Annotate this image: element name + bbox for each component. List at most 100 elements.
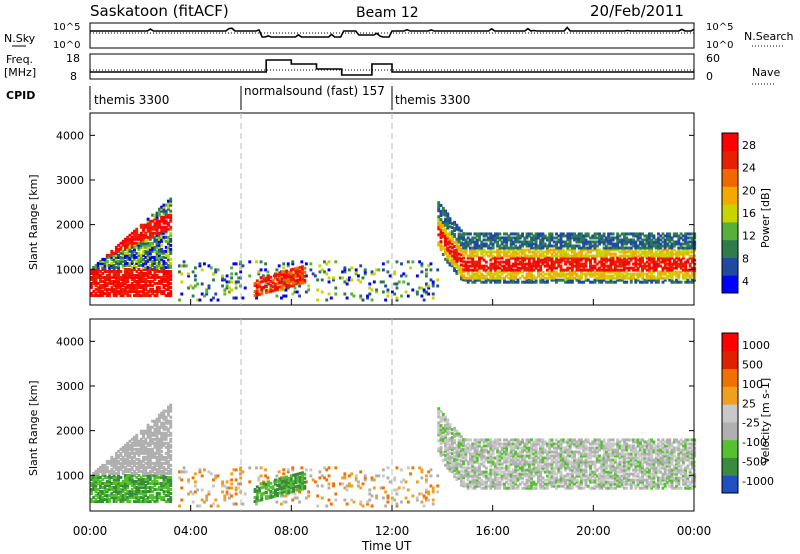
velocity-cell (146, 451, 150, 455)
velocity-cell (489, 486, 493, 490)
power-cell (586, 246, 590, 250)
power-cell (496, 266, 500, 270)
velocity-cell (541, 486, 545, 490)
velocity-cell (516, 438, 520, 442)
power-cell (133, 284, 136, 288)
power-cell (645, 272, 649, 276)
velocity-cell (126, 496, 130, 500)
power-cell (164, 284, 168, 288)
power-cell (573, 252, 577, 256)
power-cell (257, 272, 261, 276)
velocity-cell (518, 466, 522, 470)
power-cell (632, 250, 635, 254)
power-cell (561, 240, 565, 244)
power-cell (559, 258, 563, 262)
power-cell (110, 249, 114, 253)
velocity-cell (532, 442, 536, 446)
power-cell (498, 246, 502, 250)
power-cell (623, 266, 626, 270)
velocity-cell (114, 498, 118, 502)
power-cell (167, 277, 170, 281)
velocity-cell (493, 486, 497, 490)
power-cell (645, 268, 649, 272)
power-cell (654, 238, 658, 242)
power-cell (512, 270, 515, 274)
power-cell (287, 279, 291, 282)
velocity-cell (130, 490, 134, 494)
power-cell (579, 274, 583, 278)
power-cell (114, 284, 118, 288)
velocity-cell (505, 442, 509, 446)
power-cell (292, 279, 295, 283)
power-cell (148, 251, 152, 255)
velocity-cell (119, 463, 123, 467)
power-cell (121, 284, 125, 288)
power-cell (444, 251, 447, 255)
velocity-cell (530, 468, 534, 472)
velocity-cell (518, 482, 522, 486)
power-cell (157, 247, 161, 251)
power-cell (518, 254, 522, 258)
power-cell (634, 264, 638, 268)
velocity-cell (139, 443, 143, 447)
power-cell (144, 284, 148, 288)
velocity-cell (169, 467, 173, 471)
noise-right-tick-top: 10^5 (706, 22, 733, 33)
power-cell (634, 258, 638, 262)
power-cell (584, 246, 588, 250)
velocity-cell (169, 403, 173, 407)
power-cell (679, 260, 683, 264)
velocity-cell (114, 492, 118, 496)
velocity-cell (446, 424, 450, 428)
power-cell (148, 288, 152, 292)
power-cell (600, 234, 604, 238)
velocity-cell (482, 464, 486, 468)
velocity-cell (155, 463, 159, 467)
velocity-cell (518, 452, 522, 456)
velocity-cell (541, 452, 545, 456)
power-cell (493, 234, 497, 238)
power-cell (108, 267, 111, 271)
power-cell (160, 243, 164, 247)
power-cell (343, 270, 347, 274)
power-cell (260, 288, 264, 292)
velocity-cell (146, 471, 150, 475)
velocity-cell (457, 444, 461, 448)
velocity-cell (512, 442, 515, 446)
power-cell (114, 257, 118, 261)
velocity-cell (498, 444, 502, 448)
velocity-cell (105, 479, 109, 483)
velocity-cell (151, 453, 155, 457)
power-cell (643, 254, 647, 258)
velocity-cell (534, 450, 538, 454)
velocity-cell (514, 466, 518, 470)
power-cell (636, 266, 640, 270)
power-cell (500, 256, 504, 260)
velocity-cell (148, 473, 152, 477)
power-cell (117, 243, 121, 247)
power-cell (600, 264, 604, 268)
power-cell (464, 248, 468, 252)
power-cell (444, 247, 447, 251)
power-cell (361, 298, 365, 302)
power-cell (489, 248, 493, 252)
power-cell (258, 284, 261, 288)
power-cell (121, 282, 125, 286)
power-cell (555, 240, 558, 244)
power-cell (509, 254, 513, 258)
power-cell (593, 260, 597, 264)
power-cell (223, 278, 227, 282)
power-cell (489, 252, 493, 256)
power-cell (672, 270, 676, 274)
velocity-cell (457, 450, 461, 454)
velocity-cell (146, 498, 150, 502)
power-cell (602, 278, 606, 282)
power-cell (672, 248, 676, 252)
power-cell (253, 282, 257, 286)
power-cell (575, 244, 579, 248)
power-cell (189, 284, 193, 288)
nave-tick-top: 60 (706, 52, 720, 65)
velocity-cell (155, 467, 159, 471)
power-cell (618, 264, 622, 268)
power-cell (411, 260, 415, 264)
